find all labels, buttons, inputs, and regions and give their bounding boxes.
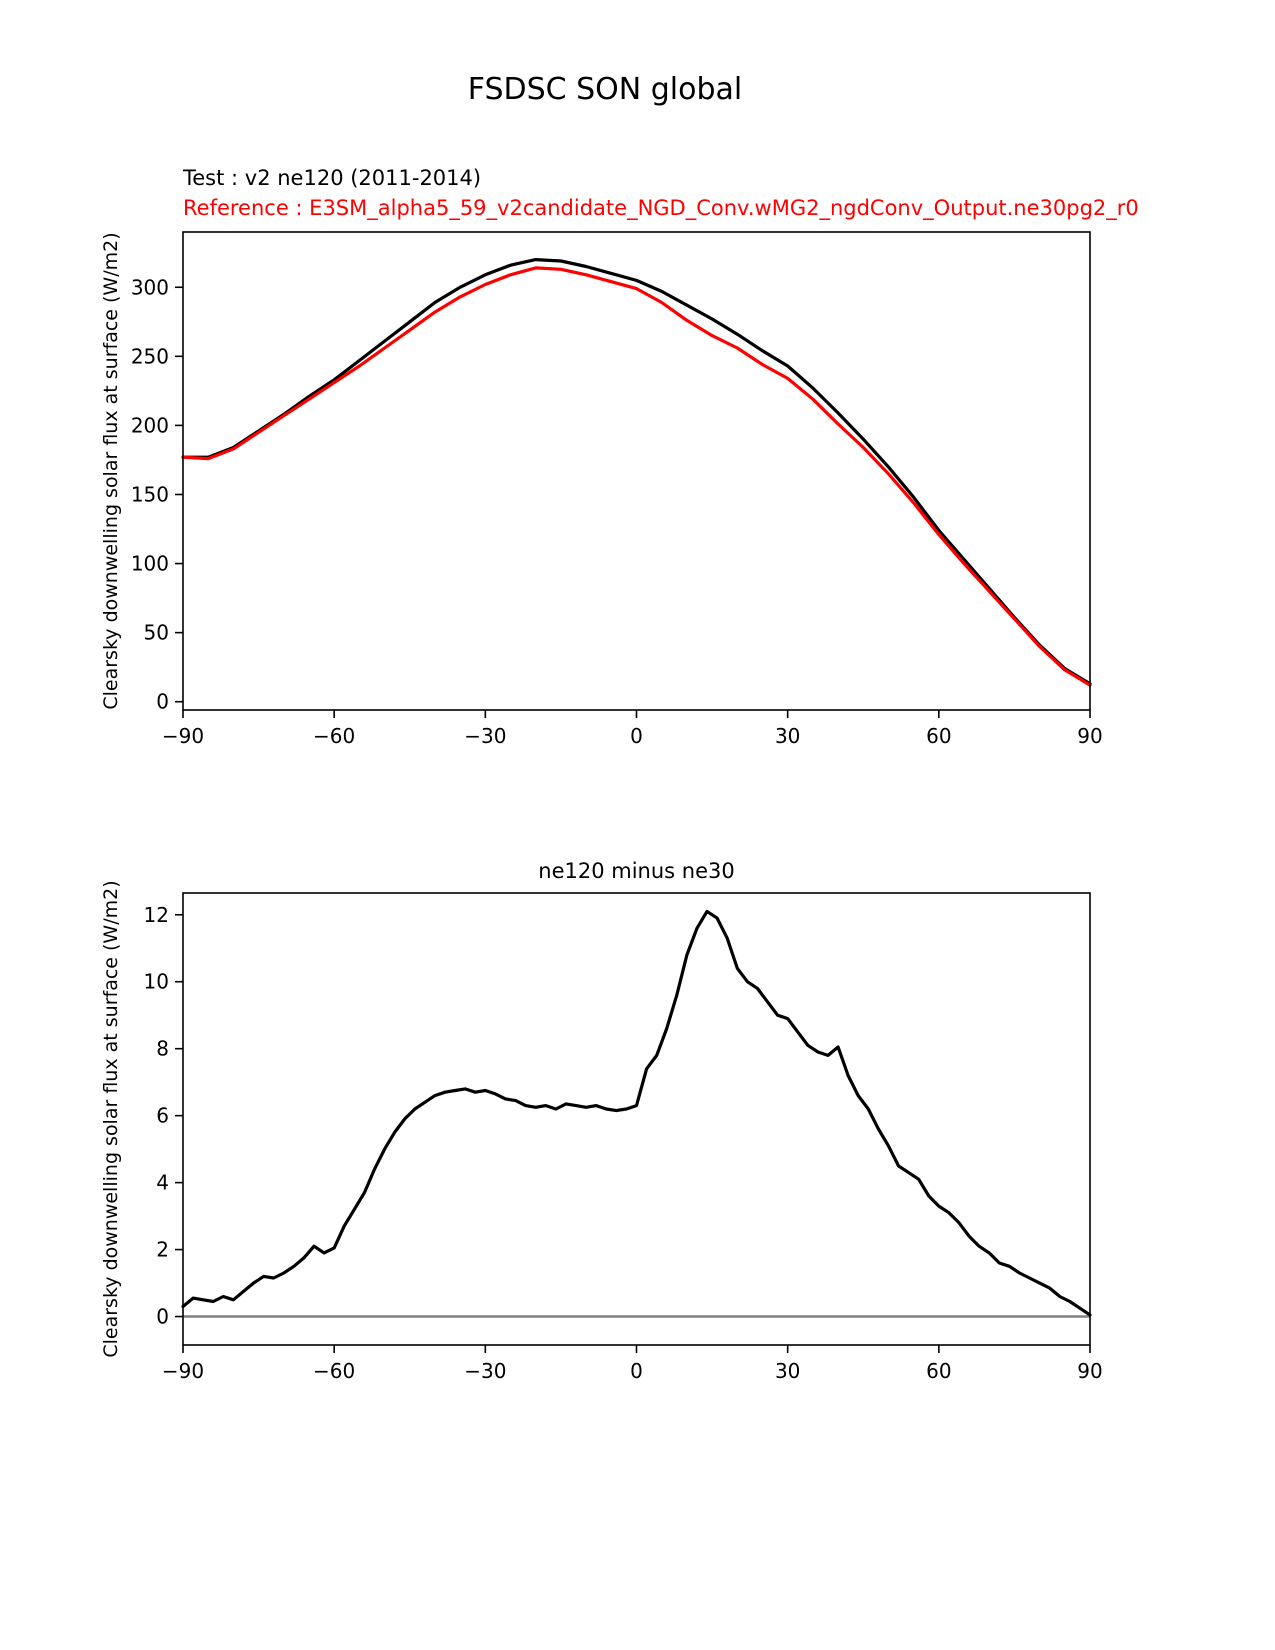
svg-text:60: 60 [926, 1359, 951, 1383]
svg-text:300: 300 [131, 275, 169, 299]
svg-text:200: 200 [131, 413, 169, 437]
svg-text:150: 150 [131, 482, 169, 506]
svg-text:0: 0 [630, 1359, 643, 1383]
bottom-chart-title: ne120 minus ne30 [538, 859, 735, 883]
svg-text:4: 4 [156, 1171, 169, 1195]
svg-text:12: 12 [144, 903, 169, 927]
page-title: FSDSC SON global [467, 72, 743, 107]
svg-text:−30: −30 [464, 724, 506, 748]
svg-text:0: 0 [630, 724, 643, 748]
svg-text:250: 250 [131, 344, 169, 368]
svg-text:30: 30 [775, 724, 800, 748]
svg-text:10: 10 [144, 970, 169, 994]
svg-text:−60: −60 [313, 724, 355, 748]
svg-text:100: 100 [131, 552, 169, 576]
svg-text:8: 8 [156, 1037, 169, 1061]
svg-text:−90: −90 [162, 724, 204, 748]
svg-text:60: 60 [926, 724, 951, 748]
svg-text:2: 2 [156, 1238, 169, 1262]
reference-series-label: Reference : E3SM_alpha5_59_v2candidate_N… [183, 196, 1139, 220]
test-series-label: Test : v2 ne120 (2011-2014) [183, 166, 482, 190]
svg-text:30: 30 [775, 1359, 800, 1383]
svg-text:90: 90 [1077, 1359, 1102, 1383]
svg-text:−30: −30 [464, 1359, 506, 1383]
svg-text:50: 50 [144, 621, 169, 645]
svg-text:6: 6 [156, 1104, 169, 1128]
svg-text:−60: −60 [313, 1359, 355, 1383]
svg-text:−90: −90 [162, 1359, 204, 1383]
svg-text:90: 90 [1077, 724, 1102, 748]
svg-text:0: 0 [156, 1305, 169, 1329]
svg-text:0: 0 [156, 690, 169, 714]
